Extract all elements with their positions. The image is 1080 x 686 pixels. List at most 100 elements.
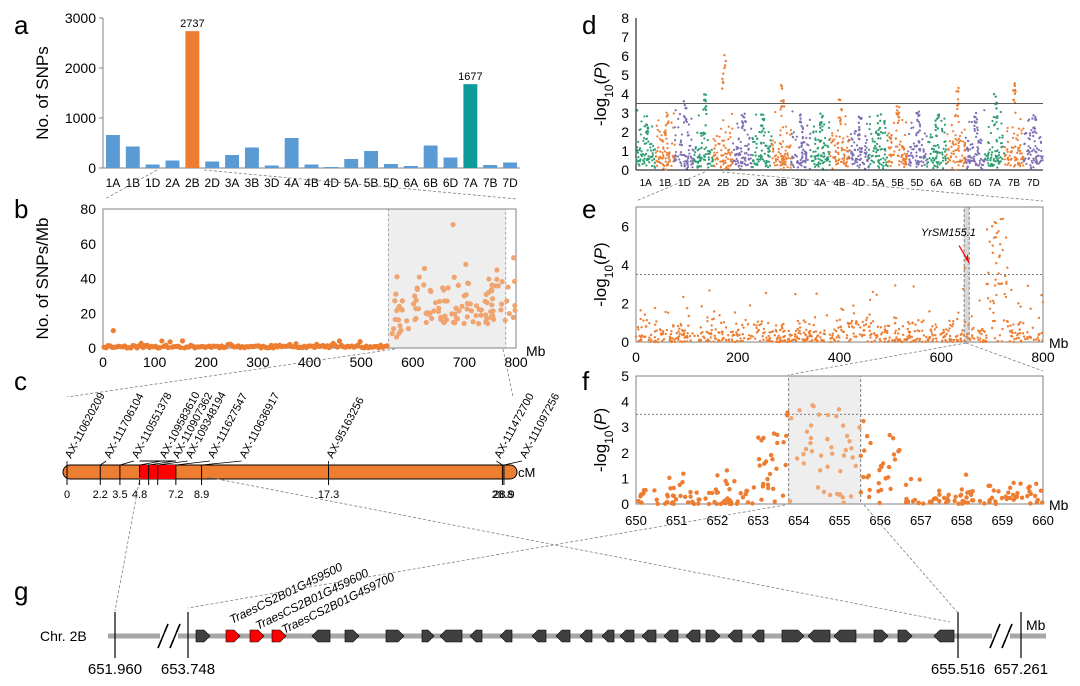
d-point [995,140,999,143]
e-point [840,328,843,332]
d-point [1018,163,1021,166]
d-point [757,158,761,161]
d-point [947,147,950,151]
e-point [910,335,914,339]
e-point [848,339,851,342]
d-point [859,151,862,154]
d-point [762,141,765,145]
d-point [908,160,911,164]
e-point [997,230,1000,233]
d-point [1003,154,1007,158]
f-point [638,494,643,499]
d-point [730,112,733,116]
e-point [1028,335,1031,338]
d-point [889,160,892,163]
d-point [876,154,879,158]
d-point [779,152,782,155]
e-point [742,326,745,329]
d-point [747,147,750,150]
d-point [727,148,731,151]
d-point [707,158,711,161]
d-point [773,161,776,165]
d-point [670,121,673,124]
f-point [724,481,730,487]
e-point [879,339,882,343]
e-point [994,221,998,225]
d-point [767,160,771,163]
e-point [852,312,856,315]
d-point [1037,148,1040,152]
e-point [1010,288,1013,292]
d-point [815,154,818,157]
e-point [1001,248,1004,252]
d-peak-point [705,112,708,116]
e-qtl-annotation: YrSM155.1 [921,227,976,239]
d-point [990,151,994,154]
d-point [846,146,849,149]
b-point [483,291,489,298]
a-x-tick-label: 6D [443,176,459,190]
e-point [671,337,674,340]
d-x-tick-label: 3A [756,178,769,189]
d-point [880,163,883,166]
d-point [739,153,742,156]
d-peak-point [956,98,960,101]
f-point [694,490,699,495]
d-peak-point [838,98,842,102]
d-point [720,149,723,152]
zoom-connector [635,171,706,202]
e-point [735,331,738,334]
b-point [424,310,430,316]
e-point [949,323,952,327]
b-point [440,285,446,291]
d-point [1009,164,1012,167]
d-point [690,157,693,160]
g-position-label: 653.748 [161,661,215,678]
d-point [995,120,998,124]
d-point [983,153,987,156]
d-point [888,136,891,139]
d-point [666,142,669,145]
d-peak-point [782,99,785,102]
d-point [853,148,856,151]
d-point [1026,150,1029,153]
f-point [844,433,850,439]
d-point [768,164,772,167]
d-point [658,130,661,133]
d-point [780,157,784,160]
d-point [1025,132,1028,135]
e-point [677,335,681,338]
d-point [751,154,754,157]
d-point [674,109,677,112]
d-point [638,128,641,132]
e-point [823,332,826,336]
f-point [727,486,732,492]
d-point [702,133,705,136]
e-point [995,231,999,235]
e-point [912,285,915,288]
d-peak-point [876,122,880,125]
f-y-tick-label: 1 [621,470,629,486]
b-point [499,279,505,285]
d-point [898,148,901,151]
d-point [819,162,822,165]
d-point [777,147,780,151]
d-x-tick-label: 6D [969,178,982,189]
e-point [978,299,981,302]
e-point [773,334,776,337]
d-point [976,164,979,167]
e-point [787,329,791,333]
d-point [737,137,740,140]
d-peak-point [879,113,883,116]
f-point [910,499,916,504]
g-gene [469,629,483,643]
d-point [666,147,669,150]
e-point [678,332,682,336]
e-point [845,336,848,340]
d-point [1037,162,1040,165]
d-point [1030,129,1033,132]
b-point [399,307,405,313]
d-x-tick-label: 4D [852,178,865,189]
f-point [756,456,762,462]
e-point [686,340,689,343]
